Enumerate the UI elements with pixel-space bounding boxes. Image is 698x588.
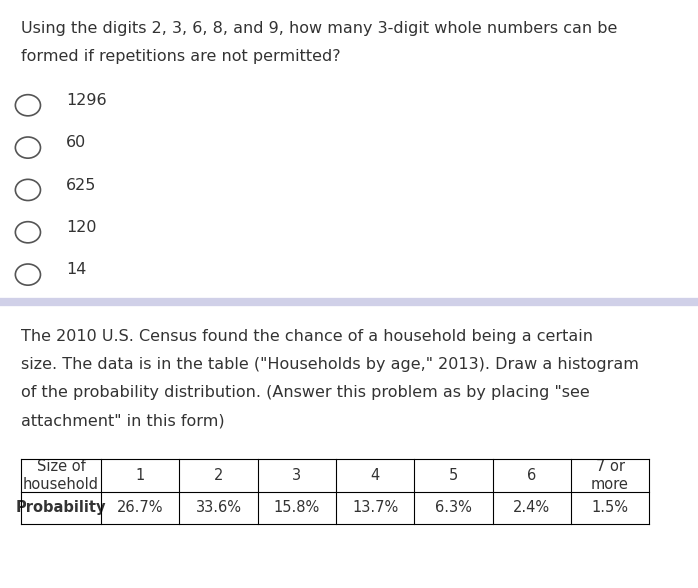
Text: attachment" in this form): attachment" in this form) (21, 413, 225, 429)
Text: 7 or
more: 7 or more (591, 459, 629, 492)
Text: 625: 625 (66, 178, 97, 193)
Text: 1.5%: 1.5% (591, 500, 628, 515)
Text: 6.3%: 6.3% (435, 500, 472, 515)
Text: 60: 60 (66, 135, 87, 151)
Text: 5: 5 (449, 468, 458, 483)
Text: 4: 4 (371, 468, 380, 483)
Text: 33.6%: 33.6% (195, 500, 242, 515)
Text: 14: 14 (66, 262, 87, 278)
Text: 2.4%: 2.4% (513, 500, 550, 515)
Text: 26.7%: 26.7% (117, 500, 163, 515)
Text: 1: 1 (135, 468, 145, 483)
Text: 15.8%: 15.8% (274, 500, 320, 515)
Text: size. The data is in the table ("Households by age," 2013). Draw a histogram: size. The data is in the table ("Househo… (21, 357, 639, 372)
Text: Size of
household: Size of household (23, 459, 99, 492)
Text: 6: 6 (527, 468, 536, 483)
Text: Using the digits 2, 3, 6, 8, and 9, how many 3-digit whole numbers can be: Using the digits 2, 3, 6, 8, and 9, how … (21, 21, 617, 36)
Text: 120: 120 (66, 220, 97, 235)
Text: 13.7%: 13.7% (352, 500, 399, 515)
Text: 1296: 1296 (66, 93, 107, 108)
Text: The 2010 U.S. Census found the chance of a household being a certain: The 2010 U.S. Census found the chance of… (21, 329, 593, 344)
Text: 2: 2 (214, 468, 223, 483)
Text: 3: 3 (292, 468, 302, 483)
Text: Probability: Probability (16, 500, 106, 515)
Text: of the probability distribution. (Answer this problem as by placing "see: of the probability distribution. (Answer… (21, 385, 590, 400)
Text: formed if repetitions are not permitted?: formed if repetitions are not permitted? (21, 49, 341, 64)
